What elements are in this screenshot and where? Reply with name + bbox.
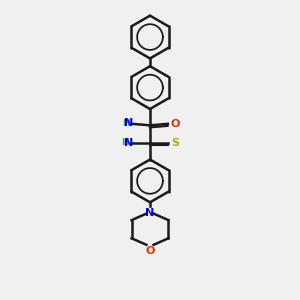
Text: O: O <box>145 246 155 256</box>
Text: N: N <box>124 138 133 148</box>
Text: H: H <box>122 138 129 147</box>
Text: N: N <box>124 118 134 128</box>
Text: N: N <box>146 208 154 218</box>
Text: H: H <box>122 119 130 128</box>
Text: O: O <box>171 119 180 129</box>
Text: S: S <box>171 138 179 148</box>
